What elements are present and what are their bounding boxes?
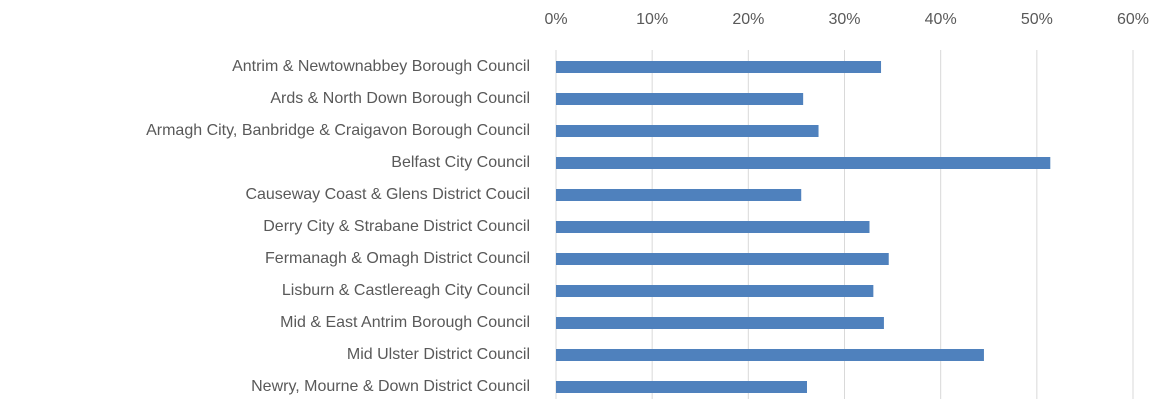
x-tick-label: 0% [544, 11, 567, 28]
bar [556, 285, 874, 297]
bar [556, 189, 802, 201]
y-tick-label: Belfast City Council [391, 154, 530, 171]
y-tick-label: Antrim & Newtownabbey Borough Council [232, 58, 530, 75]
y-tick-label: Fermanagh & Omagh District Council [265, 250, 530, 267]
x-tick-label: 50% [1021, 11, 1053, 28]
x-tick-label: 10% [636, 11, 668, 28]
x-tick-label: 60% [1117, 11, 1149, 28]
bar [556, 125, 819, 137]
bar [556, 93, 804, 105]
y-tick-label: Mid Ulster District Council [347, 346, 530, 363]
bar [556, 381, 807, 393]
y-tick-label: Mid & East Antrim Borough Council [280, 314, 530, 331]
bar [556, 317, 884, 329]
x-tick-label: 20% [732, 11, 764, 28]
bar [556, 221, 870, 233]
bar [556, 349, 984, 361]
x-tick-label: 30% [828, 11, 860, 28]
y-tick-label: Armagh City, Banbridge & Craigavon Borou… [146, 122, 530, 139]
y-tick-label: Ards & North Down Borough Council [270, 90, 530, 107]
y-tick-label: Causeway Coast & Glens District Coucil [245, 186, 530, 203]
bar [556, 253, 889, 265]
y-tick-label: Lisburn & Castlereagh City Council [282, 282, 530, 299]
x-tick-label: 40% [925, 11, 957, 28]
y-tick-label: Newry, Mourne & Down District Council [251, 378, 530, 395]
bar [556, 157, 1051, 169]
y-tick-label: Derry City & Strabane District Council [263, 218, 530, 235]
bar [556, 61, 882, 73]
